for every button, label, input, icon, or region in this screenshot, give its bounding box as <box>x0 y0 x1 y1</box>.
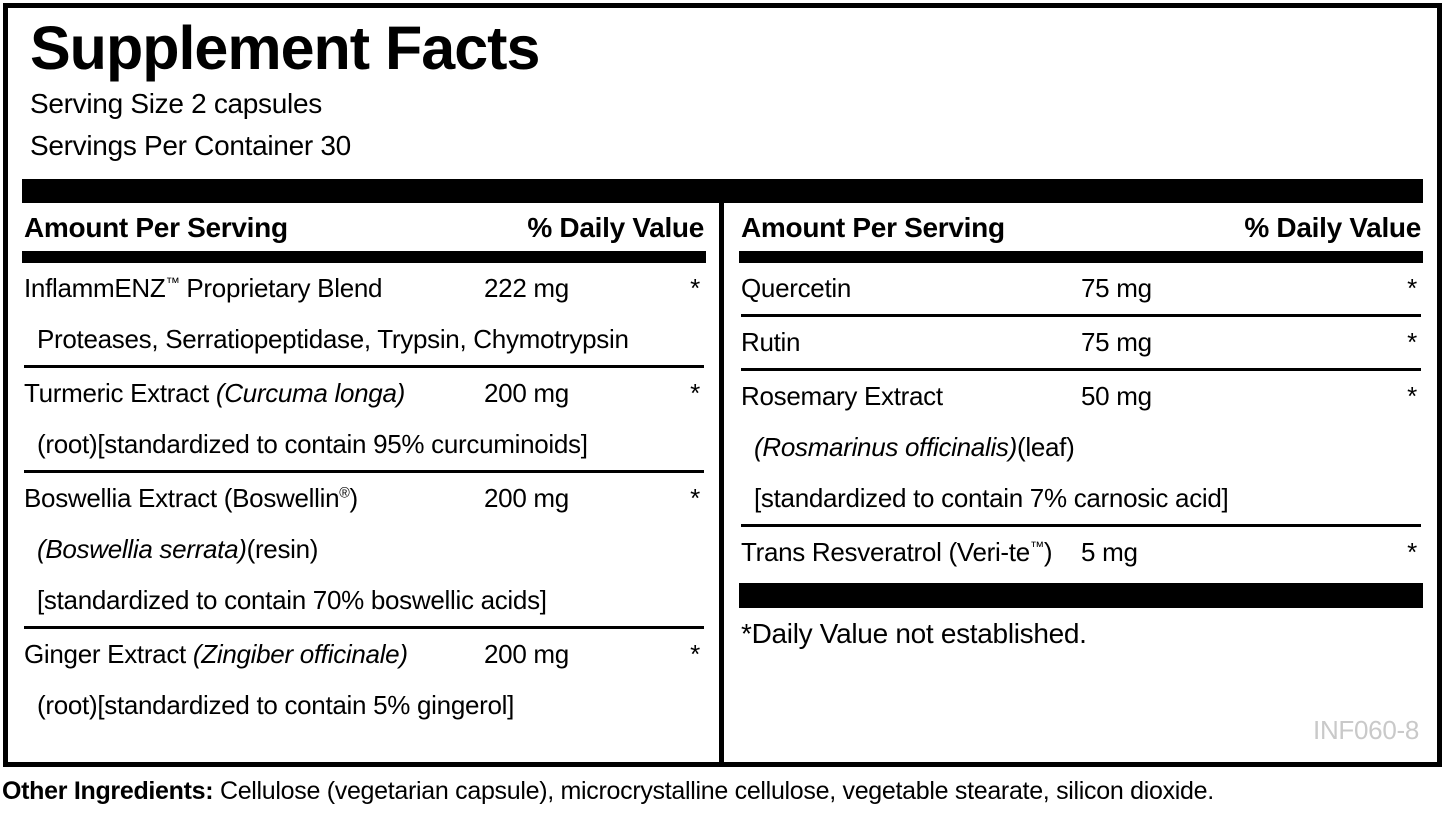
ingredient-row-line: InflammENZ™ Proprietary Blend 222 mg * <box>24 263 704 314</box>
ingredient-amount: 200 mg <box>484 483 569 513</box>
ingredient-daily-value: * <box>690 378 700 408</box>
ingredient-row-line: Ginger Extract (Zingiber officinale) 200… <box>24 629 704 680</box>
row-separator <box>741 524 1421 527</box>
ingredient-daily-value: * <box>1407 381 1417 411</box>
facts-columns: Amount Per Serving % Daily Value Inflamm… <box>22 203 1423 762</box>
ingredient-row-line: Rutin 75 mg * <box>741 317 1421 368</box>
ingredient-subline: [standardized to contain 7% carnosic aci… <box>754 483 1229 513</box>
ingredient-amount: 200 mg <box>484 378 569 408</box>
ingredient-amount: 75 mg <box>1081 273 1152 303</box>
row-separator <box>741 314 1421 317</box>
ingredient-daily-value: * <box>1407 327 1417 357</box>
ingredient-row: Boswellia Extract (Boswellin®) 200 mg * … <box>24 473 704 626</box>
ingredient-row: Rutin 75 mg * <box>741 317 1421 368</box>
ingredient-row-line: Turmeric Extract (Curcuma longa) 200 mg … <box>24 368 704 419</box>
daily-value-header: % Daily Value <box>1244 212 1421 243</box>
header-underline-bar <box>739 251 1423 263</box>
amount-per-serving-header: Amount Per Serving <box>741 212 1005 243</box>
product-code: INF060-8 <box>1313 715 1419 745</box>
ingredient-amount: 5 mg <box>1081 537 1138 567</box>
amount-per-serving-header: Amount Per Serving <box>24 212 288 243</box>
ingredient-daily-value: * <box>690 483 700 513</box>
facts-column-left: Amount Per Serving % Daily Value Inflamm… <box>22 203 719 762</box>
ingredient-name: InflammENZ™ Proprietary Blend <box>24 273 383 303</box>
ingredient-amount: 50 mg <box>1081 381 1152 411</box>
column-divider <box>719 203 724 762</box>
ingredient-row-line: Quercetin 75 mg * <box>741 263 1421 314</box>
ingredient-rows-right: Quercetin 75 mg * Rutin 75 mg * Rosemary… <box>739 263 1423 578</box>
ingredient-subline: [standardized to contain 70% boswellic a… <box>37 585 547 615</box>
ingredient-row: Quercetin 75 mg * <box>741 263 1421 314</box>
ingredient-subline: Proteases, Serratiopeptidase, Trypsin, C… <box>37 324 629 354</box>
servings-per-container: Servings Per Container 30 <box>30 130 351 161</box>
ingredient-daily-value: * <box>1407 537 1417 567</box>
row-separator <box>24 365 704 368</box>
ingredient-row-line: Trans Resveratrol (Veri-te™) 5 mg * <box>741 527 1421 578</box>
ingredient-daily-value: * <box>690 273 700 303</box>
ingredient-daily-value: * <box>690 639 700 669</box>
ingredient-name: Quercetin <box>741 273 852 303</box>
ingredient-row-line: Boswellia Extract (Boswellin®) 200 mg * <box>24 473 704 524</box>
ingredient-amount: 75 mg <box>1081 327 1152 357</box>
ingredient-subline: (Boswellia serrata)(resin) <box>37 534 319 564</box>
header-underline-bar <box>22 251 706 263</box>
ingredient-row-line: Rosemary Extract 50 mg * <box>741 371 1421 422</box>
column-header-left: Amount Per Serving % Daily Value <box>22 203 706 251</box>
column-header-right: Amount Per Serving % Daily Value <box>739 203 1423 251</box>
ingredient-name: Turmeric Extract (Curcuma longa) <box>24 378 405 408</box>
ingredient-daily-value: * <box>1407 273 1417 303</box>
ingredient-name: Boswellia Extract (Boswellin®) <box>24 483 358 513</box>
row-separator <box>741 368 1421 371</box>
ingredient-name: Rutin <box>741 327 801 357</box>
ingredient-name: Trans Resveratrol (Veri-te™) <box>741 537 1053 567</box>
bottom-divider-bar <box>739 583 1423 608</box>
ingredient-row: InflammENZ™ Proprietary Blend 222 mg * P… <box>24 263 704 365</box>
ingredient-row: Turmeric Extract (Curcuma longa) 200 mg … <box>24 368 704 470</box>
ingredient-row: Trans Resveratrol (Veri-te™) 5 mg * <box>741 527 1421 578</box>
panel-title: Supplement Facts <box>30 14 540 82</box>
ingredient-amount: 200 mg <box>484 639 569 669</box>
other-ingredients-label: Other Ingredients: <box>2 777 214 805</box>
ingredient-row: Ginger Extract (Zingiber officinale) 200… <box>24 629 704 731</box>
ingredient-row: Rosemary Extract 50 mg * (Rosmarinus off… <box>741 371 1421 524</box>
ingredient-subline: (root)[standardized to contain 95% curcu… <box>37 429 588 459</box>
row-separator <box>24 626 704 629</box>
daily-value-header: % Daily Value <box>527 212 704 243</box>
ingredient-subline: (root)[standardized to contain 5% ginger… <box>37 690 515 720</box>
other-ingredients-line: Other Ingredients: Cellulose (vegetarian… <box>2 777 1445 806</box>
serving-size: Serving Size 2 capsules <box>30 88 322 119</box>
top-divider-bar <box>22 179 1423 203</box>
supplement-facts-panel: Supplement Facts Serving Size 2 capsules… <box>3 3 1442 767</box>
row-separator <box>24 470 704 473</box>
facts-column-right: Amount Per Serving % Daily Value Quercet… <box>724 203 1423 762</box>
daily-value-footnote: *Daily Value not established. <box>741 618 1087 649</box>
ingredient-name: Rosemary Extract <box>741 381 943 411</box>
ingredient-subline: (Rosmarinus officinalis)(leaf) <box>754 432 1075 462</box>
other-ingredients-text: Cellulose (vegetarian capsule), microcry… <box>213 777 1214 805</box>
ingredient-amount: 222 mg <box>484 273 569 303</box>
ingredient-rows-left: InflammENZ™ Proprietary Blend 222 mg * P… <box>22 263 706 731</box>
ingredient-name: Ginger Extract (Zingiber officinale) <box>24 639 408 669</box>
